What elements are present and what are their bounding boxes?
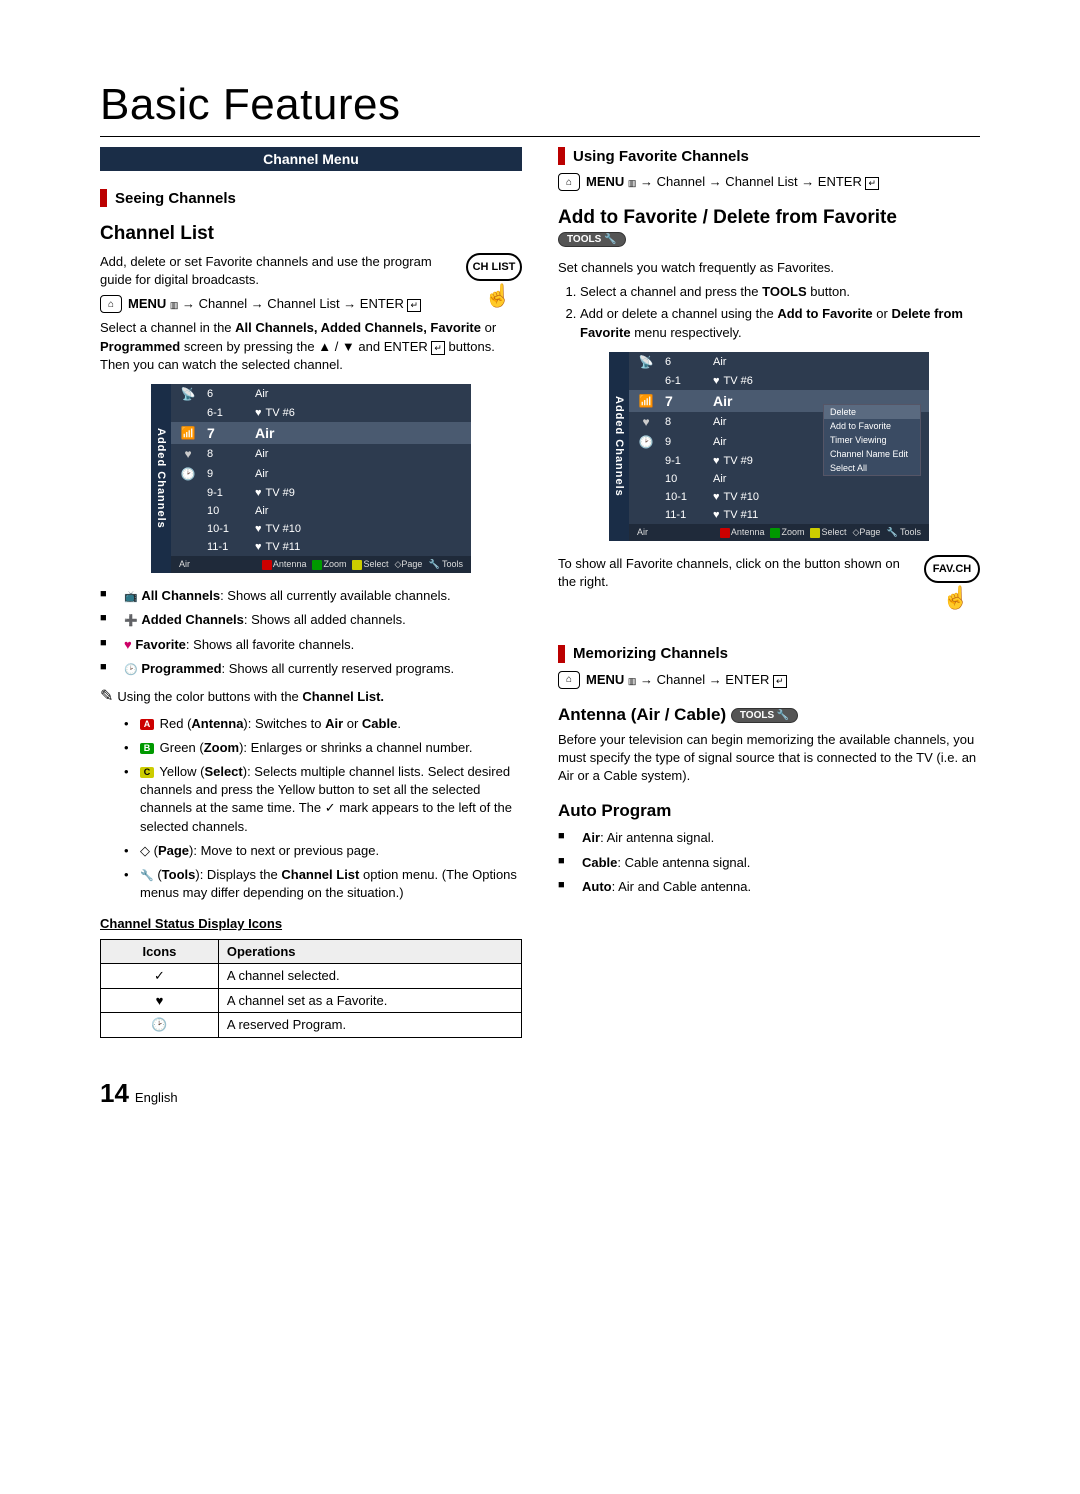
clock-icon: 🕑 bbox=[101, 1012, 219, 1037]
red-badge-icon: A bbox=[140, 719, 154, 730]
channel-row: 6-1♥TV #6 bbox=[171, 404, 471, 422]
menu-icon: ⌂ bbox=[558, 173, 580, 191]
channel-list-desc: Add, delete or set Favorite channels and… bbox=[100, 253, 522, 289]
channel-menu-banner: Channel Menu bbox=[100, 147, 522, 171]
channel-row: 11-1♥TV #11 bbox=[171, 538, 471, 556]
channel-row: ♥8Air bbox=[171, 444, 471, 464]
popup-select-all: Select All bbox=[824, 461, 920, 475]
channel-row: 📶7Air bbox=[171, 422, 471, 444]
yellow-button-desc: C Yellow (Select): Selects multiple chan… bbox=[124, 763, 522, 836]
menu-icon: ⌂ bbox=[100, 295, 122, 313]
icons-table: IconsOperations ✓A channel selected. ♥A … bbox=[100, 939, 522, 1038]
red-button-desc: A Red (Antenna): Switches to Air or Cabl… bbox=[124, 715, 522, 733]
rule bbox=[100, 136, 980, 137]
popup-rename: Channel Name Edit bbox=[824, 447, 920, 461]
page-title: Basic Features bbox=[100, 80, 980, 130]
favch-remote-button: FAV.CH ☝ bbox=[924, 555, 980, 583]
air-item: Air: Air antenna signal. bbox=[558, 829, 980, 847]
sidebar-label: Added Channels bbox=[151, 384, 171, 573]
channel-list-preview-2: Added Channels 📡6Air6-1♥TV #6📶7Air♥8Air🕑… bbox=[609, 352, 929, 541]
page-button-desc: ◇ (Page): Move to next or previous page. bbox=[124, 842, 522, 860]
channel-footer: Air Antenna Zoom Select ◇Page 🔧 Tools bbox=[171, 556, 471, 573]
popup-delete: Delete bbox=[824, 405, 920, 419]
red-mark-icon bbox=[558, 147, 565, 165]
channel-row: 6-1♥TV #6 bbox=[629, 372, 929, 390]
green-button-desc: B Green (Zoom): Enlarges or shrinks a ch… bbox=[124, 739, 522, 757]
red-mark-icon bbox=[558, 645, 565, 663]
tools-icon: 🔧 bbox=[140, 870, 154, 882]
color-button-list: A Red (Antenna): Switches to Air or Cabl… bbox=[100, 715, 522, 903]
tools-badge: TOOLS 🔧 bbox=[558, 232, 626, 247]
page-footer: 14 English bbox=[100, 1078, 980, 1109]
sidebar-label: Added Channels bbox=[609, 352, 629, 541]
menu-path-2: ⌂ MENU ▥ → Channel → Channel List → ENTE… bbox=[558, 173, 980, 191]
show-fav-desc: To show all Favorite channels, click on … bbox=[558, 555, 980, 591]
chlist-remote-button: CH LIST ☝ bbox=[466, 253, 522, 281]
added-channels-item: ➕ Added Channels: Shows all added channe… bbox=[100, 611, 522, 629]
columns: Channel Menu Seeing Channels Channel Lis… bbox=[100, 147, 980, 1038]
channel-footer: Air Antenna Zoom Select ◇Page 🔧 Tools bbox=[629, 524, 929, 541]
channel-row: 10Air bbox=[171, 502, 471, 520]
channel-row: 📡6Air bbox=[629, 352, 929, 372]
memorizing-heading: Memorizing Channels bbox=[558, 645, 980, 663]
color-buttons-note: ✎Using the color buttons with the Channe… bbox=[100, 686, 522, 708]
hand-icon: ☝ bbox=[484, 285, 511, 307]
left-column: Channel Menu Seeing Channels Channel Lis… bbox=[100, 147, 522, 1038]
channel-list-heading: Channel List bbox=[100, 223, 522, 245]
favorite-item: ♥ Favorite: Shows all favorite channels. bbox=[100, 636, 522, 654]
antenna-heading: Antenna (Air / Cable) TOOLS 🔧 bbox=[558, 705, 980, 725]
channel-row: 10-1♥TV #10 bbox=[629, 488, 929, 506]
auto-program-list: Air: Air antenna signal. Cable: Cable an… bbox=[558, 829, 980, 896]
menu-path-1: ⌂ MENU ▥ → Channel → Channel List → ENTE… bbox=[100, 295, 522, 313]
all-channels-item: 📺 All Channels: Shows all currently avai… bbox=[100, 587, 522, 605]
channel-row: 🕑9Air bbox=[171, 464, 471, 484]
add-delete-fav-heading: Add to Favorite / Delete from Favorite T… bbox=[558, 207, 980, 251]
auto-program-heading: Auto Program bbox=[558, 801, 980, 821]
cable-item: Cable: Cable antenna signal. bbox=[558, 854, 980, 872]
channel-row: 11-1♥TV #11 bbox=[629, 506, 929, 524]
channel-list-preview-1: Added Channels 📡6Air6-1♥TV #6📶7Air♥8Air🕑… bbox=[151, 384, 471, 573]
hand-icon: ☝ bbox=[942, 587, 969, 609]
auto-item: Auto: Air and Cable antenna. bbox=[558, 878, 980, 896]
programmed-item: 🕑 Programmed: Shows all currently reserv… bbox=[100, 660, 522, 678]
channel-row: 10-1♥TV #10 bbox=[171, 520, 471, 538]
channel-row: 9-1♥TV #9 bbox=[171, 484, 471, 502]
seeing-channels-heading: Seeing Channels bbox=[100, 189, 522, 207]
channel-type-list: 📺 All Channels: Shows all currently avai… bbox=[100, 587, 522, 678]
icons-table-title: Channel Status Display Icons bbox=[100, 915, 522, 933]
updown-icon: ◇ bbox=[140, 843, 150, 858]
yellow-badge-icon: C bbox=[140, 767, 154, 778]
using-fav-heading: Using Favorite Channels bbox=[558, 147, 980, 165]
note-icon: ✎ bbox=[100, 686, 113, 708]
menu-path-3: ⌂ MENU ▥ → Channel → ENTER ↵ bbox=[558, 671, 980, 689]
select-channel-desc: Select a channel in the All Channels, Ad… bbox=[100, 319, 522, 374]
tools-button-desc: 🔧 (Tools): Displays the Channel List opt… bbox=[124, 866, 522, 903]
green-badge-icon: B bbox=[140, 743, 154, 754]
popup-add-fav: Add to Favorite bbox=[824, 419, 920, 433]
tools-badge: TOOLS 🔧 bbox=[731, 708, 799, 723]
popup-timer: Timer Viewing bbox=[824, 433, 920, 447]
right-column: Using Favorite Channels ⌂ MENU ▥ → Chann… bbox=[558, 147, 980, 1038]
antenna-desc: Before your television can begin memoriz… bbox=[558, 731, 980, 786]
channel-row: 📡6Air bbox=[171, 384, 471, 404]
menu-icon: ⌂ bbox=[558, 671, 580, 689]
fav-step-2: Add or delete a channel using the Add to… bbox=[580, 305, 980, 341]
page-number: 14 bbox=[100, 1078, 129, 1109]
set-fav-desc: Set channels you watch frequently as Fav… bbox=[558, 259, 980, 277]
fav-steps: Select a channel and press the TOOLS but… bbox=[558, 283, 980, 342]
check-icon: ✓ bbox=[101, 963, 219, 988]
page-lang: English bbox=[135, 1090, 178, 1105]
red-mark-icon bbox=[100, 189, 107, 207]
context-menu-popup: Delete Add to Favorite Timer Viewing Cha… bbox=[823, 404, 921, 476]
fav-step-1: Select a channel and press the TOOLS but… bbox=[580, 283, 980, 301]
heart-icon: ♥ bbox=[101, 988, 219, 1012]
